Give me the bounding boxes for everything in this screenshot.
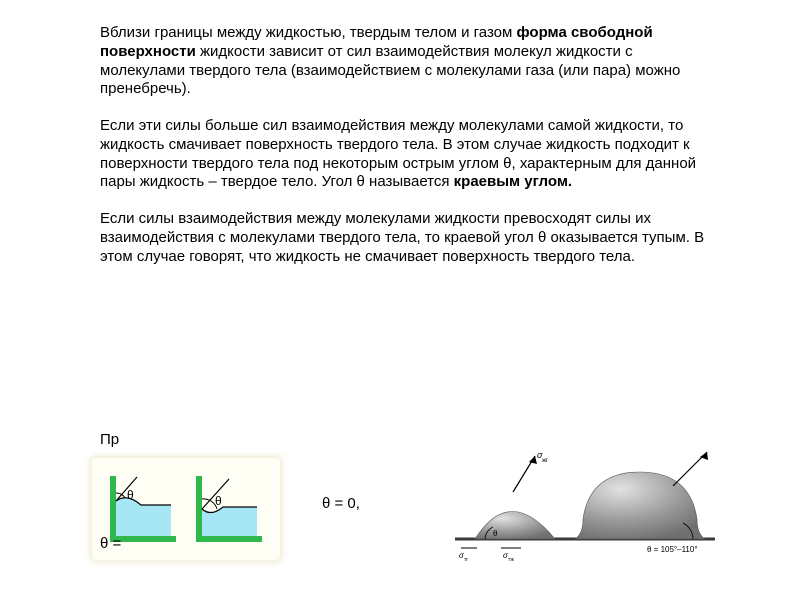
partial-formula-2: θ =: [100, 535, 121, 554]
partial-formula-pre: Пр: [100, 431, 119, 450]
svg-text:θ: θ: [127, 488, 134, 502]
svg-text:тг: тг: [464, 557, 468, 563]
p2-text-a: Если эти силы больше сил взаимодействия …: [100, 117, 696, 190]
svg-text:тж: тж: [508, 557, 514, 563]
droplets-diagram: σ жг θ σ тг σ тж θ = 105°–110°: [455, 444, 715, 564]
paragraph-2: Если эти силы больше сил взаимодействия …: [100, 117, 710, 192]
paragraph-3: Если силы взаимодействия между молекулам…: [100, 210, 710, 266]
p1-text-a: Вблизи границы между жидкостью, твердым …: [100, 24, 517, 41]
svg-text:θ = 105°–110°: θ = 105°–110°: [647, 545, 698, 554]
svg-text:жг: жг: [542, 458, 549, 464]
partial-formula-1: θ = 0,: [322, 495, 360, 514]
droplets-svg: σ жг θ σ тг σ тж θ = 105°–110°: [455, 444, 715, 564]
p2-bold: краевым углом.: [454, 173, 572, 190]
svg-text:θ: θ: [215, 494, 222, 508]
svg-text:θ: θ: [493, 529, 498, 538]
paragraph-1: Вблизи границы между жидкостью, твердым …: [100, 24, 710, 99]
vessel-obtuse-svg: θ: [193, 473, 265, 545]
vessel-acute: θ: [107, 473, 179, 545]
vessel-acute-svg: θ: [107, 473, 179, 545]
slide: Вблизи границы между жидкостью, твердым …: [0, 0, 800, 600]
vessel-obtuse: θ: [193, 473, 265, 545]
